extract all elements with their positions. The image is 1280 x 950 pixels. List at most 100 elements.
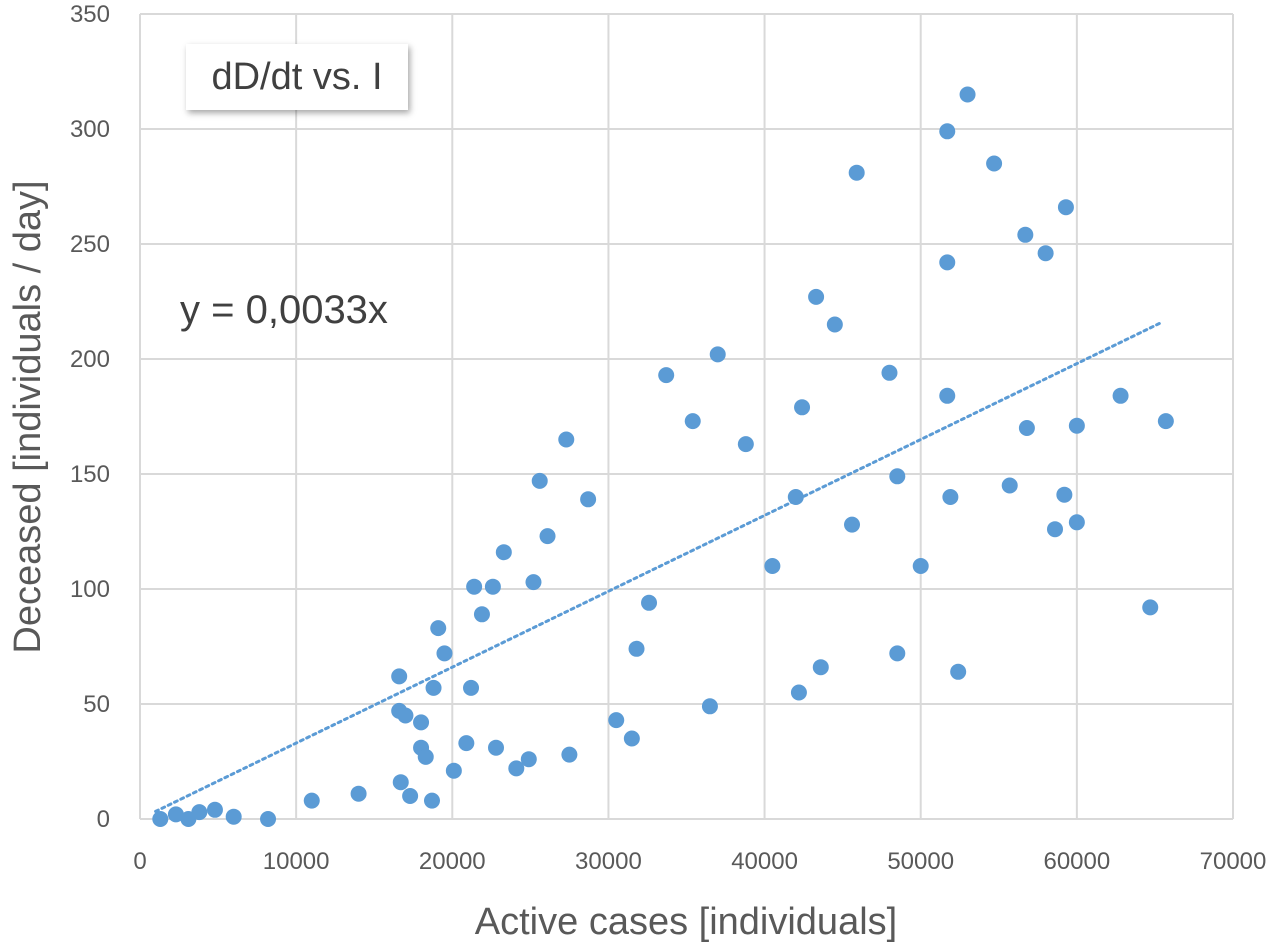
data-point [520,751,537,768]
y-tick-label: 350 [70,1,110,28]
data-point [912,558,929,574]
y-tick-label: 100 [70,576,110,603]
data-point [417,748,434,765]
data-point [1017,226,1034,243]
data-point [1057,199,1074,216]
trendline-equation: y = 0,0033x [180,288,388,332]
data-point [623,730,640,747]
data-point [225,808,242,825]
trendline-path [154,320,1165,813]
data-point [260,811,277,827]
data-point [531,472,548,489]
data-point [658,367,675,384]
data-point [942,489,959,505]
data-point [152,811,169,827]
x-tick-label: 40000 [731,848,798,875]
data-point [463,679,480,696]
data-point [1001,477,1018,494]
data-point [402,788,419,804]
y-tick-label: 200 [70,346,110,373]
data-point [1046,521,1063,538]
data-point [303,792,320,809]
data-point [986,155,1003,172]
data-point [844,516,861,533]
data-point [787,489,804,505]
data-point [495,544,512,561]
data-point [808,288,825,305]
x-axis-title: Active cases [individuals] [475,901,897,943]
y-tick-label: 150 [70,461,110,488]
data-point [939,387,956,404]
data-point [191,804,208,821]
data-point [794,399,811,416]
data-point [436,645,453,662]
y-axis-title: Deceased [individuals / day] [7,180,49,653]
data-point [561,746,578,763]
y-tick-label: 250 [70,231,110,258]
data-point [826,316,843,333]
data-point [484,578,501,595]
data-point [458,735,475,752]
data-point [445,762,462,779]
data-point [1068,514,1085,531]
x-tick-label: 50000 [887,848,954,875]
data-point [790,684,807,701]
x-tick-label: 70000 [1200,848,1267,875]
data-point [1112,387,1129,404]
data-point [709,346,726,363]
data-point [580,491,597,508]
data-point [1068,417,1085,434]
x-tick-label: 0 [133,848,146,875]
x-tick-label: 30000 [575,848,642,875]
data-point [959,86,976,103]
data-point [889,645,906,662]
data-point [539,528,556,545]
y-tick-label: 50 [83,691,110,718]
data-point [423,792,440,809]
data-point [950,663,967,680]
y-tick-label: 300 [70,116,110,143]
chart-title: dD/dt vs. I [211,55,383,98]
x-tick-label: 20000 [419,848,486,875]
data-point [608,712,625,729]
data-point [1157,413,1174,430]
x-tick-label: 10000 [263,848,330,875]
y-tick-label: 0 [97,806,110,833]
data-point [684,413,701,430]
data-point [641,594,658,611]
x-tick-label: 60000 [1043,848,1110,875]
data-point [413,714,430,731]
data-point [206,801,223,818]
data-point [466,578,483,595]
tick-labels: 0 10000 20000 30000 40000 50000 60000 70000 0 50 1… [70,1,1266,875]
data-point [701,698,718,715]
data-point [1056,486,1073,503]
data-point [939,123,956,140]
data-point [881,364,898,381]
data-point [1037,245,1054,262]
data-point [812,659,829,676]
data-point [737,436,754,453]
data-point [628,640,645,657]
data-point [392,774,409,791]
data-point [939,254,956,271]
data-point [391,668,408,685]
data-point [889,468,906,485]
data-point [764,558,781,574]
data-point [425,679,442,696]
data-point [508,760,525,777]
data-point [848,164,865,181]
data-point [350,785,367,802]
data-point [525,574,542,591]
data-point [558,431,575,448]
data-point [167,806,184,823]
data-point [488,739,505,756]
data-points [152,86,1174,827]
grid-lines [139,13,1234,820]
chart-title-box: dD/dt vs. I [186,44,408,110]
data-point [397,707,414,724]
data-point [473,606,490,623]
data-point [430,620,447,637]
data-point [1142,599,1159,616]
